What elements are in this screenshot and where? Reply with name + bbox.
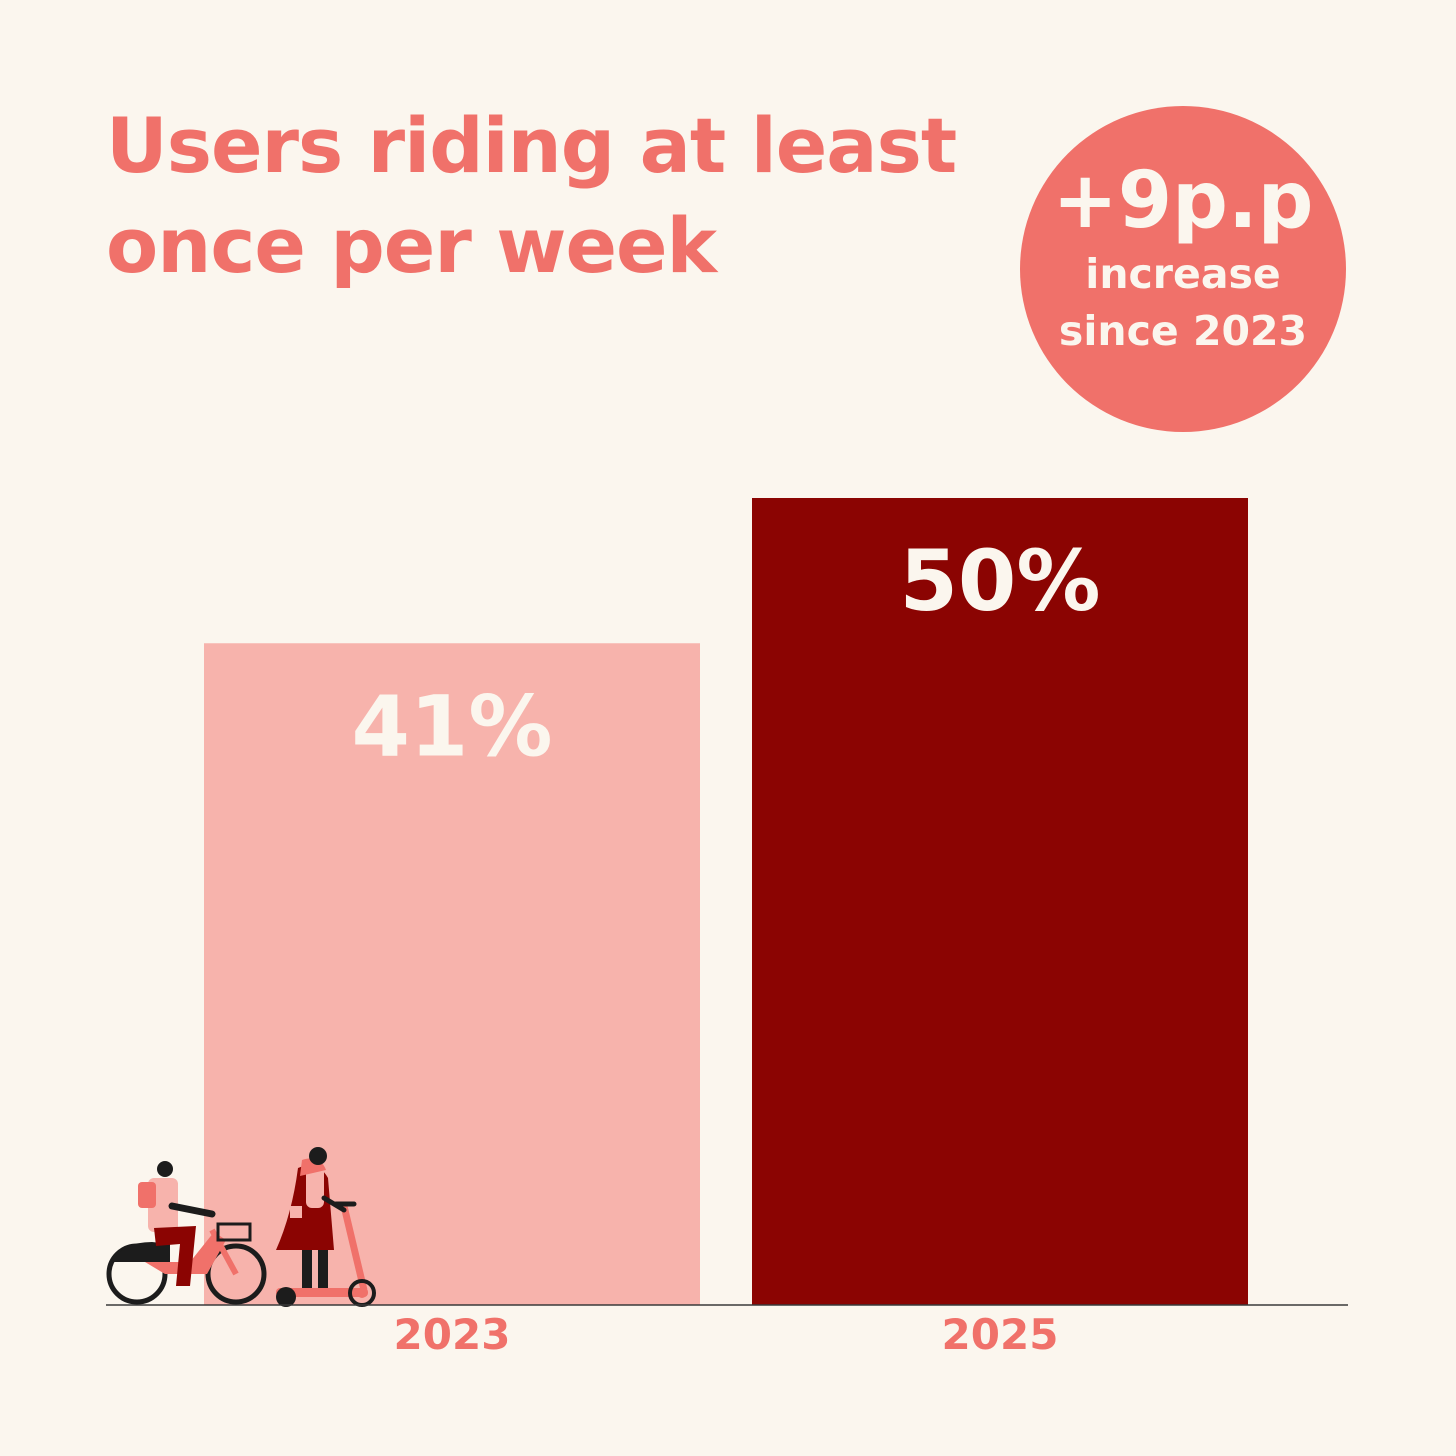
bar-2023 xyxy=(204,643,700,1305)
scooter-rider-icon xyxy=(276,1147,376,1307)
x-tick-label-2025: 2025 xyxy=(942,1310,1059,1359)
bar-value-label-2025: 50% xyxy=(899,532,1100,630)
bar-2025 xyxy=(752,498,1248,1305)
cyclist-icon xyxy=(106,1161,267,1305)
chart-title: Users riding at least once per week xyxy=(106,101,957,290)
increase-text: increase since 2023 xyxy=(1058,250,1308,355)
increase-value: +9p.p xyxy=(1052,156,1314,246)
x-tick-label-2023: 2023 xyxy=(394,1310,511,1359)
bars-layer: 41% 2023 50% 2025 xyxy=(204,498,1248,1359)
bar-value-label-2023: 41% xyxy=(351,677,552,775)
increase-badge: +9p.p increase since 2023 xyxy=(1020,106,1346,432)
